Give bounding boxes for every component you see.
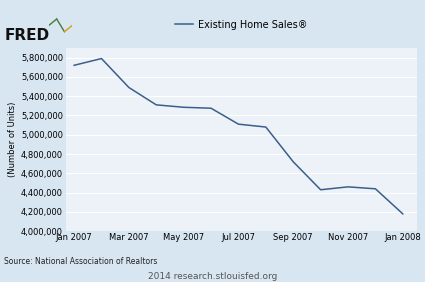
Y-axis label: (Number of Units): (Number of Units) — [8, 102, 17, 177]
Text: FRED: FRED — [4, 28, 49, 43]
Legend: Existing Home Sales®: Existing Home Sales® — [175, 20, 307, 30]
Text: 2014 research.stlouisfed.org: 2014 research.stlouisfed.org — [148, 272, 277, 281]
Text: Source: National Association of Realtors: Source: National Association of Realtors — [4, 257, 158, 266]
